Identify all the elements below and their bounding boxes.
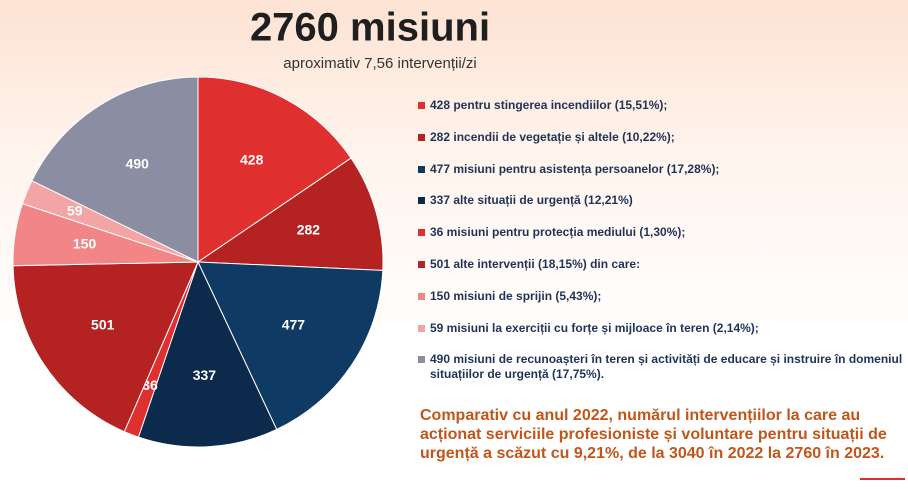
pie-slice xyxy=(196,157,384,271)
legend-item: 490 misiuni de recunoașteri în teren și … xyxy=(418,352,903,382)
pie-slice xyxy=(197,76,352,263)
legend-label: 477 misiuni pentru asistența persoanelor… xyxy=(430,161,720,176)
pie-slice xyxy=(31,76,199,263)
slice-label: 490 xyxy=(126,155,150,171)
legend-item: 36 misiuni pentru protecția mediului (1,… xyxy=(418,225,903,240)
pie-slice xyxy=(12,261,199,433)
legend-swatch xyxy=(418,260,425,268)
legend-label: 428 pentru stingerea incendiilor (15,51%… xyxy=(430,98,668,112)
slice-label: 477 xyxy=(282,316,306,332)
legend-swatch xyxy=(418,133,425,141)
legend-swatch xyxy=(418,165,425,173)
legend-item: 477 misiuni pentru asistența persoanelor… xyxy=(418,162,903,177)
legend-item: 59 misiuni la exerciții cu forțe și mijl… xyxy=(418,321,903,336)
legend-label: 150 misiuni de sprijin (5,43%); xyxy=(430,288,602,303)
legend-label: 36 misiuni pentru protecția mediului (1,… xyxy=(430,225,686,240)
legend-label: 501 alte intervenții (18,15%) din care: xyxy=(430,256,641,271)
legend-swatch xyxy=(418,102,425,109)
legend-label: 282 incendii de vegetație și altele (10,… xyxy=(430,129,675,144)
legend-label: 490 misiuni de recunoașteri în teren și … xyxy=(430,352,903,382)
legend: 428 pentru stingerea incendiilor (15,51%… xyxy=(418,98,903,399)
legend-label: 337 alte situații de urgență (12,21%) xyxy=(430,193,633,208)
legend-swatch xyxy=(418,229,425,237)
legend-swatch xyxy=(418,324,425,332)
slice-label: 501 xyxy=(91,317,115,333)
legend-item: 150 misiuni de sprijin (5,43%); xyxy=(418,289,903,304)
chart-title: 2760 misiuni xyxy=(250,6,490,50)
slice-label: 282 xyxy=(297,222,321,238)
note: Comparativ cu anul 2022, numărul interve… xyxy=(420,407,887,462)
legend-item: 282 incendii de vegetație și altele (10,… xyxy=(418,130,903,145)
legend-swatch xyxy=(418,197,425,205)
slice-label: 337 xyxy=(193,367,217,383)
pie-slice xyxy=(197,261,384,431)
legend-swatch xyxy=(418,356,425,364)
decoration xyxy=(860,478,905,480)
pie-slice xyxy=(137,260,278,448)
legend-item: 428 pentru stingerea incendiilor (15,51%… xyxy=(418,98,903,113)
slice-label: 428 xyxy=(240,151,264,167)
legend-swatch xyxy=(418,292,425,300)
slice-label: 59 xyxy=(67,202,83,218)
slice-label: 150 xyxy=(73,236,97,252)
legend-item: 501 alte intervenții (18,15%) din care: xyxy=(418,257,903,272)
legend-item: 337 alte situații de urgență (12,21%) xyxy=(418,193,903,208)
legend-label: 59 misiuni la exerciții cu forțe și mijl… xyxy=(430,320,759,335)
chart-subtitle: aproximativ 7,56 intervenții/zi xyxy=(283,55,476,72)
